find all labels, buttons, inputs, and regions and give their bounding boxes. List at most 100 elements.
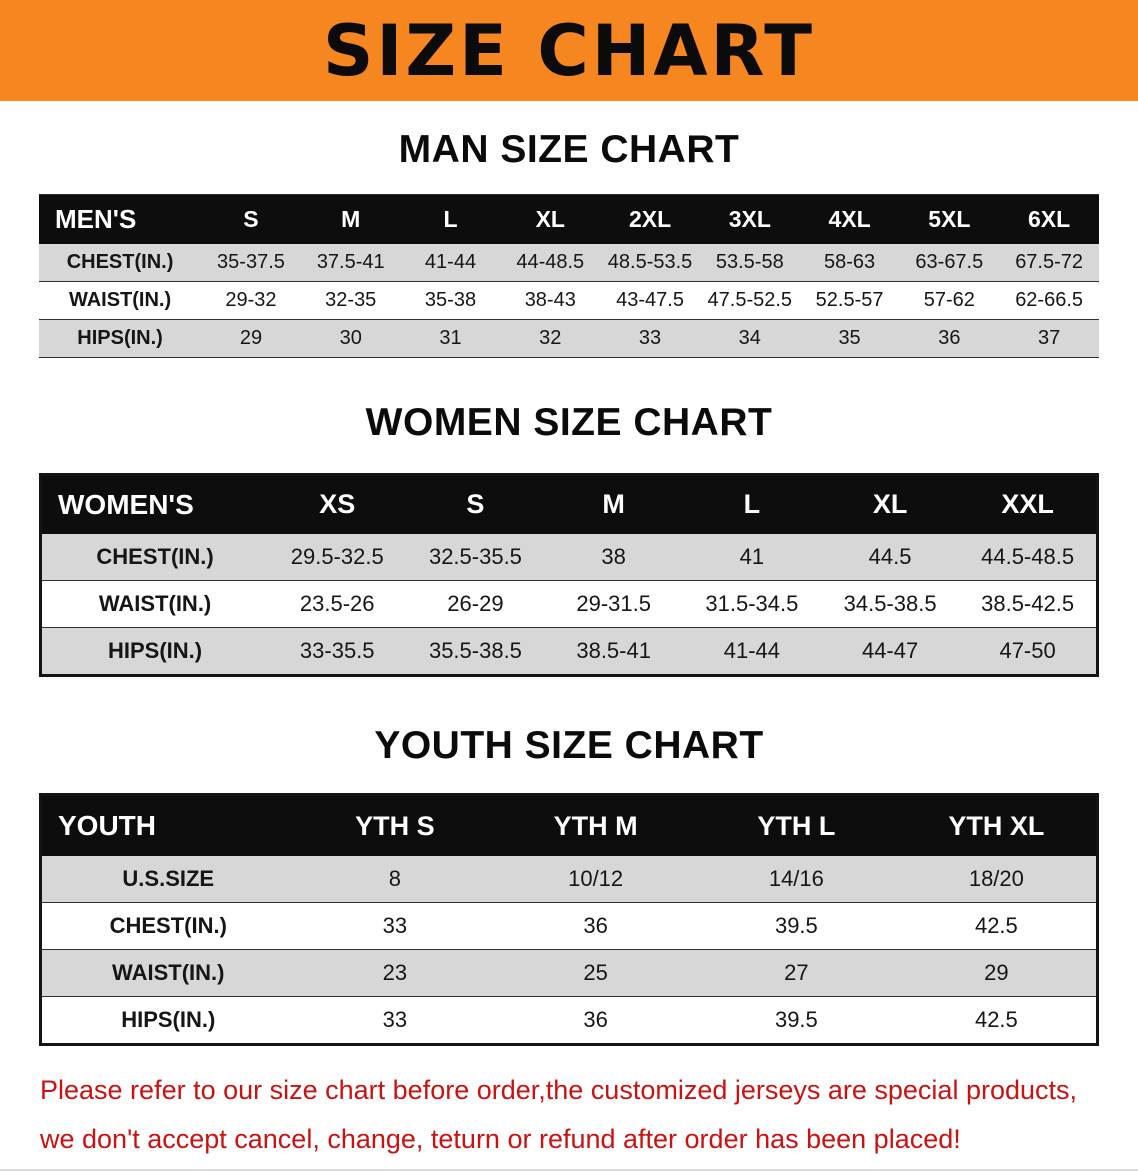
notice-line-1: Please refer to our size chart before or… bbox=[40, 1075, 1078, 1106]
size-header-cell: L bbox=[400, 194, 501, 244]
size-header-cell: XS bbox=[268, 474, 407, 534]
table-row: CHEST(IN.) 29.5-32.5 32.5-35.5 38 41 44.5 44.5… bbox=[40, 533, 1098, 581]
size-header-cell: M bbox=[300, 194, 401, 244]
youth-size-table: YOUTH YTH S YTH M YTH L YTH XL U.S.SIZE 8 10/12… bbox=[39, 793, 1099, 1047]
size-charts-main: MAN SIZE CHART MEN'S S M L XL 2XL 3XL 4XL 5XL 6XL… bbox=[0, 127, 1138, 1047]
measure-value-cell: 41-44 bbox=[424, 250, 477, 273]
table-row: HIPS(IN.) 33 36 39.5 42.5 bbox=[40, 996, 1098, 1045]
measure-value-cell: 57-62 bbox=[923, 288, 975, 311]
table-row: U.S.SIZE 8 10/12 14/16 18/20 bbox=[40, 856, 1098, 903]
measure-value-cell: 29.5-32.5 bbox=[290, 543, 384, 569]
measure-value-cell: 38.5-41 bbox=[576, 637, 651, 663]
women-section-heading: WOMEN SIZE CHART bbox=[365, 400, 773, 444]
measure-value-cell: 37 bbox=[1037, 326, 1061, 349]
measure-value-cell: 53.5-58 bbox=[715, 250, 784, 273]
table-row: HIPS(IN.) 29 30 31 32 33 34 35 36 37 bbox=[39, 319, 1099, 358]
measure-value-cell: 33 bbox=[382, 1007, 408, 1033]
measure-value-cell: 42.5 bbox=[974, 913, 1018, 939]
measure-value-cell: 35-37.5 bbox=[217, 250, 285, 273]
youth-section-heading: YOUTH SIZE CHART bbox=[374, 723, 764, 767]
measure-label-cell: U.S.SIZE bbox=[122, 866, 215, 892]
women-size-table: WOMEN'S XS S M L XL XXL CHEST(IN.) 29.5-32.5 32.5… bbox=[39, 472, 1099, 677]
size-header-cell: XL bbox=[820, 474, 960, 534]
measure-value-cell: 67.5-72 bbox=[1015, 250, 1084, 273]
measure-value-cell: 31 bbox=[439, 326, 462, 349]
size-header-cell: 2XL bbox=[600, 194, 700, 244]
measure-label-cell: HIPS(IN.) bbox=[121, 1007, 216, 1033]
measure-value-cell: 23.5-26 bbox=[299, 590, 375, 616]
measure-value-cell: 29 bbox=[239, 326, 263, 349]
measure-value-cell: 33 bbox=[638, 326, 662, 349]
measure-value-cell: 39.5 bbox=[774, 1007, 818, 1033]
table-header-row: WOMEN'S XS S M L XL XXL bbox=[40, 474, 1098, 534]
size-header-cell: 4XL bbox=[799, 194, 900, 244]
youth-size-section: YOUTH SIZE CHART YOUTH YTH S YTH M YTH L YTH… bbox=[0, 723, 1138, 1047]
measure-value-cell: 36 bbox=[583, 1007, 608, 1033]
measure-label-cell: CHEST(IN.) bbox=[66, 250, 174, 273]
order-notice: Please refer to our size chart before or… bbox=[40, 1072, 1138, 1157]
measure-value-cell: 29-31.5 bbox=[576, 590, 651, 616]
measure-value-cell: 63-67.5 bbox=[915, 250, 984, 273]
measure-value-cell: 47-50 bbox=[999, 637, 1056, 663]
size-header-cell: YTH L bbox=[696, 794, 897, 857]
table-row: HIPS(IN.) 33-35.5 35.5-38.5 38.5-41 41-44 44-… bbox=[40, 627, 1098, 676]
measure-label-cell: WAIST(IN.) bbox=[98, 590, 212, 616]
table-row: CHEST(IN.) 35-37.5 37.5-41 41-44 44-48.5 48.5… bbox=[39, 243, 1099, 282]
measure-value-cell: 47.5-52.5 bbox=[707, 288, 793, 311]
measure-value-cell: 42.5 bbox=[974, 1007, 1018, 1033]
measure-value-cell: 37.5-41 bbox=[316, 250, 385, 273]
measure-value-cell: 32-35 bbox=[325, 288, 377, 311]
size-header-cell: YTH XL bbox=[896, 794, 1098, 857]
size-header-cell: 6XL bbox=[999, 194, 1099, 244]
measure-value-cell: 14/16 bbox=[768, 866, 824, 892]
measure-value-cell: 41-44 bbox=[723, 637, 781, 663]
measure-value-cell: 43-47.5 bbox=[616, 288, 684, 311]
measure-value-cell: 33-35.5 bbox=[299, 637, 375, 663]
measure-value-cell: 52.5-57 bbox=[815, 288, 884, 311]
notice-line-2: we don't accept cancel, change, teturn o… bbox=[40, 1123, 961, 1154]
measure-value-cell: 31.5-34.5 bbox=[705, 590, 799, 616]
men-size-section: MAN SIZE CHART MEN'S S M L XL 2XL 3XL 4XL 5XL 6XL… bbox=[0, 127, 1138, 358]
measure-label-cell: WAIST(IN.) bbox=[112, 960, 225, 986]
table-row: CHEST(IN.) 33 36 39.5 42.5 bbox=[40, 902, 1098, 950]
measure-value-cell: 44.5 bbox=[868, 543, 912, 569]
size-header-cell: YTH M bbox=[495, 794, 696, 857]
measure-value-cell: 26-29 bbox=[447, 590, 504, 616]
size-header-cell: XXL bbox=[959, 474, 1098, 534]
table-title-cell: YOUTH bbox=[40, 794, 295, 857]
banner: SIZE CHART bbox=[0, 0, 1138, 101]
measure-value-cell: 38 bbox=[601, 543, 626, 569]
measure-value-cell: 29 bbox=[984, 960, 1009, 986]
measure-value-cell: 32.5-35.5 bbox=[428, 543, 522, 569]
measure-label-cell: WAIST(IN.) bbox=[68, 288, 172, 311]
measure-value-cell: 58-63 bbox=[823, 250, 876, 273]
size-header-cell: YTH S bbox=[294, 794, 496, 857]
measure-value-cell: 44-47 bbox=[861, 637, 919, 663]
measure-value-cell: 29-32 bbox=[225, 288, 277, 311]
women-size-section: WOMEN SIZE CHART WOMEN'S XS S M L XL XXL CHEST(… bbox=[0, 400, 1138, 677]
table-header-row: YOUTH YTH S YTH M YTH L YTH XL bbox=[40, 794, 1098, 857]
measure-value-cell: 34.5-38.5 bbox=[843, 590, 937, 616]
size-header-cell: S bbox=[201, 194, 301, 244]
size-header-cell: L bbox=[682, 474, 821, 534]
table-row: WAIST(IN.) 29-32 32-35 35-38 38-43 43-47.5 47.… bbox=[39, 281, 1099, 320]
size-header-cell: 3XL bbox=[699, 194, 800, 244]
measure-value-cell: 41 bbox=[739, 543, 765, 569]
measure-value-cell: 23 bbox=[382, 960, 408, 986]
measure-value-cell: 33 bbox=[382, 913, 408, 939]
measure-value-cell: 39.5 bbox=[774, 913, 818, 939]
men-section-heading: MAN SIZE CHART bbox=[398, 128, 740, 171]
table-header-row: MEN'S S M L XL 2XL 3XL 4XL 5XL 6XL bbox=[39, 194, 1099, 244]
measure-value-cell: 62-66.5 bbox=[1015, 288, 1084, 311]
table-title-cell: MEN'S bbox=[39, 194, 202, 244]
size-header-cell: M bbox=[544, 474, 683, 534]
size-header-cell: XL bbox=[500, 194, 601, 244]
size-header-cell: 5XL bbox=[899, 194, 1000, 244]
page-title: SIZE CHART bbox=[322, 9, 816, 92]
measure-value-cell: 34 bbox=[738, 326, 761, 349]
measure-value-cell: 10/12 bbox=[568, 866, 624, 892]
measure-value-cell: 18/20 bbox=[968, 866, 1024, 892]
size-header-cell: S bbox=[406, 474, 545, 534]
measure-value-cell: 30 bbox=[339, 326, 362, 349]
measure-value-cell: 36 bbox=[583, 913, 608, 939]
